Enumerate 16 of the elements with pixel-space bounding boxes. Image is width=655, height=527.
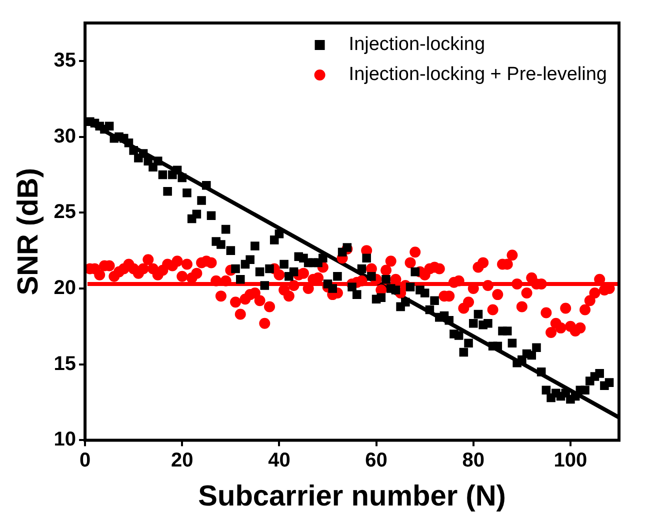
x-tick-label: 60 <box>365 450 388 472</box>
y-tick-label: 10 <box>54 428 76 451</box>
x-axis-title: Subcarrier number (N) <box>198 480 506 513</box>
y-tick-label: 30 <box>54 125 76 148</box>
x-tick-label: 0 <box>79 450 91 472</box>
y-axis-title: SNR (dB) <box>12 168 44 296</box>
y-tick-label: 15 <box>54 352 76 375</box>
x-tick-label: 20 <box>171 450 194 472</box>
x-tick-label: 100 <box>554 450 588 472</box>
legend-label: Injection-locking <box>348 34 486 56</box>
y-tick-label: 20 <box>54 277 76 300</box>
y-tick-label: 35 <box>54 49 76 72</box>
y-tick-label: 25 <box>54 201 76 224</box>
x-tick-label: 80 <box>462 450 484 472</box>
legend-label: Injection-locking + Pre-leveling <box>348 64 607 86</box>
x-tick-label: 40 <box>268 450 290 472</box>
